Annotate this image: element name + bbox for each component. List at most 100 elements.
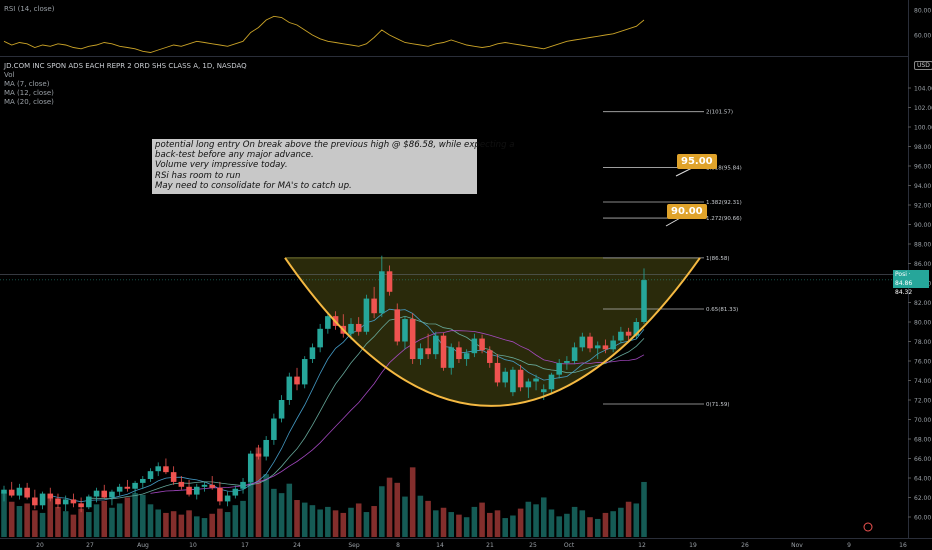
candle-body [425,348,431,355]
target-95-pointer [675,167,693,177]
candle-body [93,490,100,497]
volume-bar [178,514,185,537]
candle-body [124,486,131,489]
candle-body [247,453,254,482]
candle-body [433,335,439,355]
candle-body [525,381,532,388]
volume-bar [641,481,647,537]
ma12-label: MA (12, close) [4,89,54,97]
volume-bar [540,497,547,537]
vol-label: Vol [4,71,15,79]
symbol-title: JD.COM INC SPON ADS EACH REPR 2 ORD SHS … [4,62,247,70]
time-tick-label: Aug [137,542,149,549]
price-tick-label: 80.00 [914,320,931,327]
time-tick-label: 10 [189,542,197,549]
volume-bar [610,511,616,537]
candle-body [116,486,123,492]
volume-bar [440,507,447,537]
price-tick-label: 72.00 [914,398,931,405]
trade-note: potential long entry On break above the … [152,139,515,194]
candle-body [24,487,30,498]
target-90-badge: 90.00 [667,204,707,219]
volume-bar [278,493,285,537]
candle-body [540,389,547,393]
fib-level-label: 1(86.58) [706,256,730,262]
volume-bar [425,500,431,537]
volume-bar [186,510,192,537]
candle-body [1,489,7,494]
fib-level-label: 1.618(95.84) [706,166,742,172]
candle-body [62,499,69,505]
currency-badge[interactable]: USD [914,61,932,70]
candle-body [571,347,578,361]
volume-bar [325,506,331,537]
volume-bar [487,512,493,537]
volume-bar [579,510,586,537]
volume-bar [533,504,539,537]
price-tick-label: 64.00 [914,476,931,483]
price-tick-label: 62.00 [914,495,931,502]
alert-icon [863,522,873,532]
candle-body [132,482,138,489]
price-tick-label: 88.00 [914,242,931,249]
fib-level-label: 0(71.59) [706,402,730,408]
volume-bar [355,503,362,537]
candle-body [363,298,370,332]
candle-body [409,319,416,360]
volume-bar [317,509,323,537]
volume-bar [155,509,161,537]
time-tick-label: 27 [86,542,94,549]
volume-bar [502,518,508,537]
volume-bar [525,501,532,537]
candle-body [294,376,300,385]
candle-body [147,471,154,479]
position-badge: Posi · 84.86 84.32 [893,270,929,296]
candle-body [502,371,508,383]
volume-bar [594,518,601,537]
candle-body [602,345,609,350]
time-tick-label: Sep [348,542,360,549]
candle-body [278,400,285,419]
candle-body [224,495,231,502]
candle-body [417,348,424,360]
volume-bar [571,506,578,537]
volume-bar [564,513,570,537]
rsi-line [3,15,645,53]
volume-bar [93,504,100,537]
volume-bar [371,506,377,537]
candle-body [178,481,185,487]
price-tick-label: 76.00 [914,359,931,366]
volume-bar [109,507,115,537]
rsi-tick-label: 60.00 [914,33,931,40]
candle-body [8,489,15,496]
price-tick-label: 104.00 [914,86,932,93]
candle-body [201,484,208,487]
ma-7-line [50,308,645,503]
candle-body [510,369,516,393]
volume-bar [8,501,15,537]
candle-body [109,491,115,498]
volume-bar [618,507,624,537]
fib-level-label: 1.272(90.66) [706,216,742,222]
candle-body [70,499,77,504]
price-tick-label: 78.00 [914,339,931,346]
candle-body [517,369,524,388]
price-tick-label: 74.00 [914,378,931,385]
candle-body [271,418,277,440]
price-tick-label: 70.00 [914,417,931,424]
volume-bar [263,474,269,537]
volume-bar [633,503,640,537]
volume-bar [448,512,455,537]
candle-body [579,336,586,348]
candle-body [32,497,38,506]
cup-curve [284,257,701,407]
candle-body [240,481,246,489]
position-price: 84.32 [895,289,913,296]
volume-bar [124,497,131,537]
candle-body [325,316,331,329]
volume-bar [402,496,408,537]
candle-body [371,298,377,314]
volume-bar [116,503,123,537]
volume-bar [556,516,562,537]
ma7-label: MA (7, close) [4,80,50,88]
